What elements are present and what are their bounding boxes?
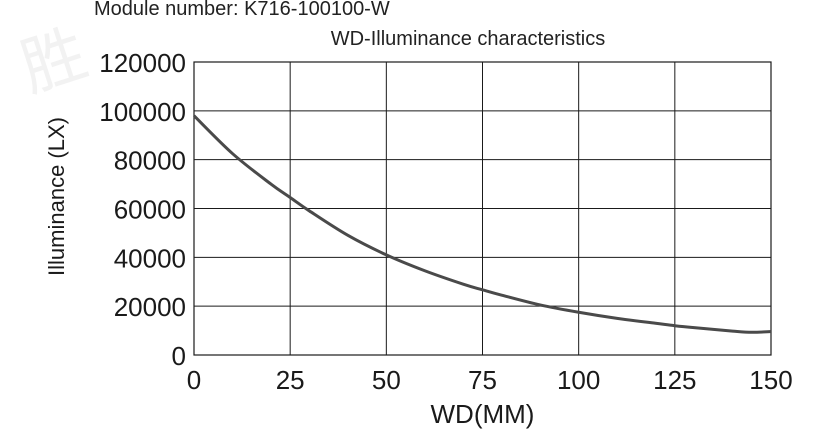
y-axis-label: Illuminance (LX): [44, 117, 69, 276]
x-tick-label: 50: [372, 365, 401, 395]
y-tick-label: 120000: [99, 48, 186, 78]
y-tick-label: 100000: [99, 97, 186, 127]
grid-lines: [193, 61, 772, 356]
x-tick-label: 125: [653, 365, 696, 395]
series-group: [192, 114, 772, 334]
x-axis-ticks: 0 25 50 75 100 125 150: [187, 365, 793, 395]
x-tick-label: 0: [187, 365, 201, 395]
y-tick-label: 60000: [114, 195, 186, 225]
x-tick-label: 150: [749, 365, 792, 395]
x-tick-label: 100: [557, 365, 600, 395]
series-line: [192, 114, 772, 334]
module-number-label: Module number: K716-100100-W: [94, 0, 390, 20]
x-tick-label: 75: [468, 365, 497, 395]
x-axis-label: WD(MM): [431, 399, 535, 429]
y-axis-ticks: 0 20000 40000 60000 80000 100000 120000: [99, 48, 186, 371]
y-tick-label: 80000: [114, 146, 186, 176]
x-tick-label: 25: [276, 365, 305, 395]
y-tick-label: 0: [172, 341, 186, 371]
y-tick-label: 20000: [114, 292, 186, 322]
y-tick-label: 40000: [114, 243, 186, 273]
chart-title: WD-Illuminance characteristics: [330, 28, 606, 50]
